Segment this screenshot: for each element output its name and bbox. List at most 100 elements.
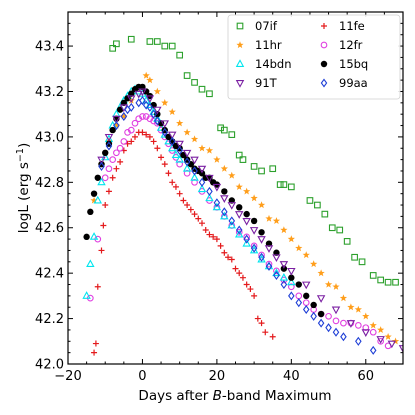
data-point-14bdn (287, 277, 296, 286)
data-point-12fr (109, 156, 117, 163)
data-point-14bdn (175, 154, 184, 163)
data-point-07if (250, 163, 258, 170)
data-point-12fr (325, 312, 332, 320)
data-point-11fe (243, 281, 250, 288)
data-point-15bq (258, 229, 265, 236)
data-point-15bq (94, 174, 101, 181)
data-point-07if (287, 183, 295, 191)
data-point-07if (191, 79, 198, 86)
data-point-11hr (112, 121, 120, 129)
legend-item-15bq: 15bq (320, 57, 368, 71)
data-point-91T (138, 88, 147, 97)
data-point-12fr (377, 337, 385, 345)
data-point-91T (167, 131, 177, 140)
data-point-99aa (213, 198, 221, 208)
data-point-14bdn (82, 291, 91, 299)
data-point-91T (272, 254, 281, 263)
data-point-11fe (161, 161, 168, 168)
data-point-99aa (369, 345, 377, 355)
data-point-07if (358, 258, 366, 266)
data-point-11hr (332, 282, 340, 290)
data-point-99aa (258, 252, 265, 262)
data-point-12fr (176, 160, 184, 168)
data-point-91T (361, 329, 371, 337)
data-point-07if (113, 40, 120, 48)
data-point-12fr (250, 242, 258, 250)
legend-marker-14bdn (235, 59, 245, 67)
data-point-12fr (127, 126, 135, 134)
y-tick-label: 43.4 (35, 40, 64, 55)
data-point-91T (249, 227, 259, 235)
data-point-11fe (258, 320, 265, 327)
series-99aa (98, 96, 377, 355)
data-point-11fe (262, 329, 269, 336)
data-point-11fe (132, 133, 138, 140)
data-point-99aa (191, 166, 198, 176)
data-point-07if (384, 278, 392, 286)
data-point-11hr (205, 146, 214, 154)
data-point-11hr (369, 321, 377, 329)
x-tick-label: −20 (54, 369, 81, 384)
data-point-07if (239, 156, 247, 163)
data-point-91T (331, 306, 341, 315)
legend: 07if 11fe 11hr 12fr 14bdn 15bq 91T 99aa (227, 14, 401, 100)
data-point-11fe (143, 131, 150, 138)
data-point-07if (183, 72, 191, 79)
data-point-11fe (128, 138, 135, 145)
series-91T (97, 88, 403, 353)
data-point-99aa (317, 318, 325, 328)
data-point-99aa (332, 327, 340, 337)
data-point-99aa (273, 270, 280, 280)
data-point-07if (153, 38, 161, 45)
data-point-11hr (347, 303, 355, 311)
data-point-99aa (310, 311, 317, 321)
data-point-14bdn (86, 259, 95, 268)
legend-label: 12fr (339, 38, 363, 52)
data-point-11hr (265, 214, 273, 222)
data-point-91T (112, 115, 121, 124)
data-point-15bq (243, 210, 250, 218)
data-point-99aa (120, 111, 128, 122)
data-point-11hr (295, 244, 303, 252)
data-point-91T (234, 211, 244, 219)
data-point-11hr (90, 196, 98, 204)
legend-marker-99aa (320, 78, 328, 88)
data-point-14bdn (97, 177, 106, 186)
data-point-07if (351, 253, 358, 261)
data-marks (82, 35, 403, 356)
data-point-11fe (158, 154, 165, 161)
data-point-12fr (265, 260, 273, 268)
data-point-11hr (302, 251, 310, 259)
data-point-12fr (369, 328, 377, 336)
data-point-11fe (199, 220, 205, 227)
data-point-91T (97, 156, 106, 165)
data-point-14bdn (171, 150, 181, 159)
data-point-11hr (324, 280, 333, 288)
data-point-99aa (154, 116, 161, 126)
data-point-07if (314, 201, 321, 209)
data-point-11hr (317, 269, 325, 277)
data-point-11fe (195, 215, 202, 222)
data-point-91T (220, 195, 229, 203)
data-point-99aa (280, 279, 288, 290)
data-point-14bdn (242, 238, 251, 247)
data-point-11hr (272, 217, 281, 224)
data-point-99aa (221, 207, 228, 217)
data-point-99aa (142, 100, 150, 110)
data-point-15bq (310, 301, 317, 309)
data-point-07if (258, 167, 265, 175)
data-point-11hr (190, 135, 199, 143)
x-tick-label: 40 (283, 369, 300, 384)
data-point-11fe (225, 254, 232, 261)
data-point-07if (235, 151, 243, 159)
data-point-91T (264, 245, 274, 253)
data-point-99aa (98, 161, 105, 171)
data-point-91T (182, 149, 192, 158)
data-point-07if (220, 126, 228, 134)
y-tick-label: 42.8 (35, 176, 64, 191)
data-point-11fe (180, 197, 187, 204)
data-point-12fr (258, 251, 265, 259)
data-point-11hr (153, 87, 161, 95)
data-point-11fe (117, 158, 124, 165)
data-point-07if (336, 226, 344, 234)
